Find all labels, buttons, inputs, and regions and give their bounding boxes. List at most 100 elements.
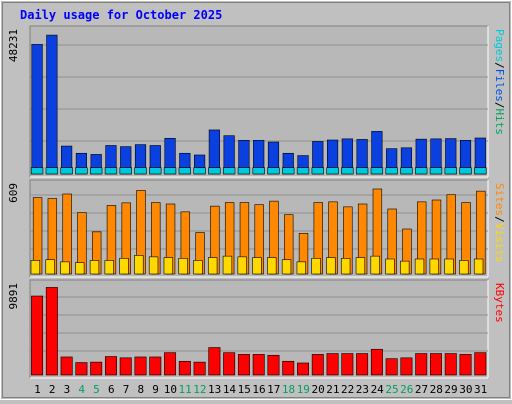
y-axis-label-part: Visits [493, 223, 506, 263]
bar-pages [355, 167, 369, 175]
x-tick-label: 24 [371, 383, 385, 396]
x-tick-label: 14 [223, 383, 237, 396]
y-tick-max-label: 9891 [7, 283, 20, 310]
bar-sites [75, 262, 85, 275]
bar-pages [30, 167, 44, 175]
bar-kbytes [178, 360, 191, 376]
x-tick-label: 5 [93, 383, 100, 396]
bar-kbytes [45, 287, 58, 376]
bar-kbytes [415, 353, 428, 376]
bar-kbytes [208, 347, 221, 376]
bar-sites [104, 260, 114, 275]
x-tick-label: 13 [208, 383, 221, 396]
x-tick-label: 23 [356, 383, 369, 396]
bar-sites [473, 258, 484, 275]
bar-kbytes [119, 357, 132, 376]
bar-pages [370, 167, 384, 175]
bar-pages [75, 167, 88, 175]
bar-pages [60, 167, 73, 175]
bar-hits [31, 44, 43, 175]
y-tick-max-label: 48231 [7, 29, 20, 62]
y-axis-label-part: / [493, 62, 506, 69]
bar-pages [119, 167, 132, 175]
bar-kbytes [326, 353, 339, 376]
bar-kbytes [311, 354, 324, 376]
bar-pages [282, 167, 295, 175]
bar-kbytes [267, 354, 280, 376]
bar-sites [370, 255, 380, 275]
bar-kbytes [104, 356, 117, 376]
bar-sites [178, 257, 188, 275]
x-tick-label: 25 [385, 383, 398, 396]
x-tick-label: 10 [164, 383, 177, 396]
bar-kbytes [400, 357, 413, 376]
bar-pages [252, 167, 265, 175]
bar-kbytes [60, 356, 73, 376]
bar-sites [414, 258, 425, 275]
bar-pages [311, 167, 324, 175]
bar-kbytes [134, 356, 147, 376]
x-tick-labels: 1 2 3 4 5 6 7 8 9 10 11 12 13 14 15 16 17 18 19 20 21 22 23 24 2… [34, 383, 487, 396]
bars-pages-files-hits [30, 34, 487, 175]
bar-kbytes [164, 352, 177, 376]
bar-pages [45, 167, 59, 175]
x-tick-label: 9 [152, 383, 159, 396]
x-tick-label: 12 [193, 383, 206, 396]
bar-pages [267, 167, 280, 175]
x-tick-label: 1 [34, 383, 41, 396]
x-tick-label: 29 [444, 383, 457, 396]
bar-kbytes [341, 353, 354, 376]
bar-pages [149, 167, 162, 175]
bar-kbytes [297, 362, 310, 376]
bar-sites [45, 259, 55, 275]
x-tick-label: 3 [64, 383, 71, 396]
bar-sites [296, 261, 307, 275]
bar-kbytes [223, 352, 236, 376]
panel-kbytes: 9891 KBytes [7, 279, 506, 379]
bar-kbytes [429, 353, 442, 376]
bar-sites [252, 257, 262, 275]
bar-pages [296, 167, 310, 175]
bar-sites [163, 257, 174, 275]
bar-kbytes [474, 352, 487, 376]
x-tick-label: 28 [430, 383, 443, 396]
bar-sites [459, 260, 469, 275]
x-tick-label: 8 [137, 383, 144, 396]
bar-kbytes [459, 354, 472, 376]
bar-pages [341, 167, 354, 175]
bar-sites [311, 257, 321, 275]
y-tick-max-label: 609 [7, 183, 20, 203]
x-tick-label: 7 [123, 383, 130, 396]
bar-sites [207, 257, 218, 275]
y-axis-label-part: Pages [493, 29, 506, 62]
bar-kbytes [237, 354, 250, 376]
bar-sites [222, 255, 233, 275]
bars-sites-visits [30, 188, 486, 275]
x-tick-label: 30 [459, 383, 472, 396]
bar-pages [326, 167, 339, 175]
bar-sites [326, 257, 336, 275]
bar-sites [237, 256, 247, 275]
bar-sites [193, 260, 203, 275]
bar-pages [459, 167, 472, 175]
bar-kbytes [149, 356, 162, 376]
bar-sites [148, 256, 159, 275]
bar-kbytes [370, 348, 383, 376]
bar-sites [355, 257, 366, 275]
bar-pages [400, 167, 413, 175]
bar-pages [444, 167, 457, 175]
y-axis-label-part: Hits [493, 109, 506, 136]
bar-kbytes [356, 353, 369, 376]
bar-sites [400, 260, 410, 275]
bar-sites [89, 260, 100, 275]
x-tick-label: 16 [252, 383, 265, 396]
x-tick-label: 2 [49, 383, 56, 396]
bar-kbytes [252, 354, 265, 376]
y-axis-label-part: Files [493, 69, 506, 102]
bar-sites [119, 257, 129, 275]
x-tick-label: 31 [474, 383, 487, 396]
x-tick-label: 19 [297, 383, 310, 396]
bars-kbytes [31, 287, 487, 376]
bar-pages [237, 167, 251, 175]
